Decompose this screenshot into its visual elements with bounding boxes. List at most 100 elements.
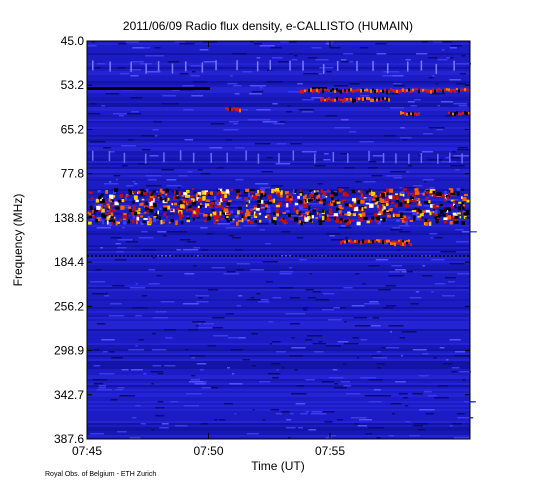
spectrogram-streak bbox=[259, 229, 265, 231]
spectrogram-streak bbox=[251, 365, 256, 367]
burst-pixel bbox=[415, 197, 418, 201]
spectrogram-dash bbox=[449, 152, 451, 163]
spectrogram-streak bbox=[225, 207, 241, 209]
red-streak bbox=[362, 239, 364, 244]
spectrogram-streak bbox=[268, 321, 274, 323]
spectrogram-streak bbox=[326, 71, 332, 73]
spectrogram-streak bbox=[273, 123, 285, 125]
burst-pixel bbox=[396, 213, 400, 217]
spectrogram-streak bbox=[152, 129, 159, 131]
spectrogram-streak bbox=[235, 249, 243, 251]
burst-pixel bbox=[109, 194, 114, 200]
spectrogram-row bbox=[87, 307, 470, 309]
spectrogram-streak bbox=[386, 305, 397, 307]
spectrogram-streak bbox=[375, 259, 389, 261]
spectrogram-streak bbox=[421, 275, 433, 277]
red-streak bbox=[364, 98, 366, 101]
burst-pixel bbox=[123, 218, 127, 221]
red-streak bbox=[408, 239, 410, 244]
spectrogram-dash bbox=[92, 150, 94, 161]
red-streak bbox=[366, 97, 368, 100]
spectrogram-streak bbox=[232, 53, 247, 55]
spectrogram-streak bbox=[343, 53, 354, 55]
burst-pixel bbox=[113, 216, 116, 219]
spectrogram-streak bbox=[184, 273, 195, 275]
spectrogram-streak bbox=[343, 287, 353, 289]
spectrogram-streak bbox=[235, 179, 241, 181]
red-streak bbox=[374, 97, 376, 101]
spectrogram-streak bbox=[415, 53, 428, 55]
burst-pixel bbox=[223, 208, 229, 212]
spectrogram-streak bbox=[256, 57, 261, 59]
spectrogram-streak bbox=[195, 295, 209, 297]
red-streak bbox=[428, 89, 430, 93]
red-streak bbox=[464, 88, 466, 92]
red-streak bbox=[402, 111, 404, 115]
spectrogram-streak bbox=[189, 205, 205, 207]
burst-pixel bbox=[299, 193, 303, 196]
burst-pixel bbox=[331, 199, 335, 203]
spectrogram-streak bbox=[290, 413, 294, 415]
spectrogram-dash bbox=[163, 152, 165, 163]
spectrogram-streak bbox=[265, 243, 272, 245]
spectrogram-streak bbox=[132, 181, 136, 183]
burst-pixel bbox=[112, 209, 117, 212]
spectrogram-streak bbox=[255, 183, 269, 185]
spectrogram-streak bbox=[404, 405, 409, 407]
burst-pixel bbox=[108, 219, 113, 222]
burst-pixel bbox=[458, 201, 462, 204]
y-tick-label: 45.0 bbox=[61, 34, 85, 48]
burst-pixel bbox=[191, 214, 194, 217]
red-streak bbox=[370, 89, 372, 93]
burst-pixel bbox=[387, 209, 393, 212]
spectrogram-streak bbox=[251, 215, 254, 217]
spectrogram-streak bbox=[360, 95, 369, 97]
burst-pixel bbox=[425, 209, 430, 213]
burst-pixel bbox=[218, 205, 223, 208]
red-streak bbox=[402, 88, 404, 92]
spectrogram-streak bbox=[421, 151, 434, 153]
burst-pixel bbox=[245, 188, 250, 193]
burst-pixel bbox=[333, 192, 338, 197]
burst-pixel bbox=[167, 197, 170, 201]
burst-pixel bbox=[363, 216, 368, 221]
red-streak bbox=[450, 112, 452, 115]
spectrogram-streak bbox=[94, 67, 101, 69]
burst-pixel bbox=[203, 213, 208, 217]
spectrogram-streak bbox=[341, 101, 358, 103]
spectrogram-streak bbox=[321, 191, 338, 193]
burst-pixel bbox=[165, 216, 169, 219]
burst-pixel bbox=[347, 219, 350, 225]
burst-pixel bbox=[454, 215, 459, 219]
spectrogram-streak bbox=[458, 105, 468, 107]
spectrogram-streak bbox=[152, 365, 162, 367]
burst-pixel bbox=[241, 215, 245, 219]
burst-pixel bbox=[220, 198, 223, 203]
red-streak bbox=[332, 98, 334, 102]
spectrogram-streak bbox=[313, 351, 324, 353]
burst-pixel bbox=[415, 209, 418, 214]
burst-pixel bbox=[424, 221, 428, 226]
burst-pixel bbox=[417, 215, 422, 218]
spectrogram-streak bbox=[290, 143, 302, 145]
spectrogram-streak bbox=[287, 105, 291, 107]
spectrogram-streak bbox=[340, 61, 349, 63]
burst-pixel bbox=[327, 203, 331, 206]
burst-pixel bbox=[323, 202, 326, 206]
burst-pixel bbox=[287, 191, 289, 194]
burst-pixel bbox=[259, 219, 262, 223]
burst-pixel bbox=[431, 189, 436, 191]
burst-pixel bbox=[289, 218, 293, 221]
spectrogram-streak bbox=[270, 47, 282, 49]
spectrogram-streak bbox=[233, 123, 238, 125]
burst-pixel bbox=[466, 212, 470, 215]
spectrogram-streak bbox=[390, 229, 403, 231]
burst-pixel bbox=[435, 218, 440, 221]
burst-pixel bbox=[294, 189, 297, 194]
spectrogram-streak bbox=[329, 235, 335, 237]
y-tick-label: 53.2 bbox=[61, 78, 85, 92]
spectrogram-streak bbox=[143, 373, 147, 375]
red-streak bbox=[312, 89, 314, 94]
burst-pixel bbox=[333, 213, 339, 217]
spectrogram-streak bbox=[357, 425, 368, 427]
